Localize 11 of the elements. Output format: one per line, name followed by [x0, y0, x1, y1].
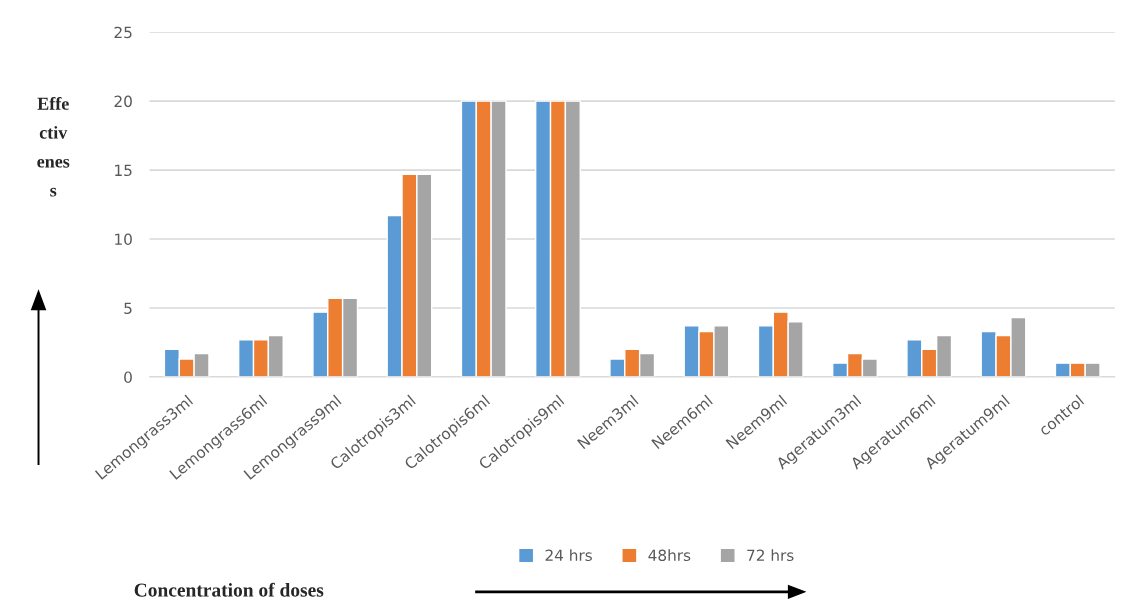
- y-tick-label: 0: [124, 371, 132, 383]
- y-tick-label: 15: [115, 164, 132, 177]
- legend-label: 48hrs: [648, 549, 691, 562]
- y-tick-label: 25: [114, 26, 132, 39]
- legend-label: 72 hrs: [747, 549, 794, 562]
- text: Concentration of doses: [134, 582, 324, 597]
- y-tick-label: 20: [114, 95, 132, 108]
- y-axis-title: Effe ctiv enes s: [37, 96, 70, 197]
- legend-label: 24 hrs: [545, 549, 592, 562]
- y-tick-label: 10: [115, 233, 132, 246]
- y-tick-label: 5: [124, 302, 132, 315]
